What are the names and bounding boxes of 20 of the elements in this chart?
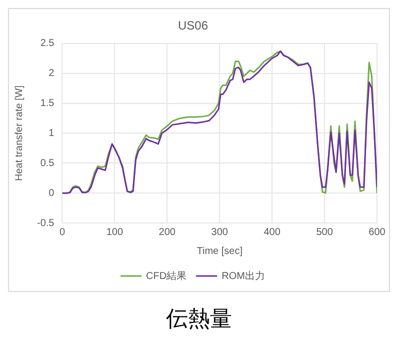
x-tick-label: 300: [211, 226, 228, 238]
x-tick-label: 100: [106, 226, 124, 238]
legend-label: CFD結果: [146, 270, 187, 282]
y-axis-title: Heat transfer rate [W]: [14, 85, 25, 181]
y-tick-label: 1.5: [40, 98, 55, 110]
y-tick-label: 2: [48, 68, 55, 80]
x-tick-label: 600: [368, 226, 386, 238]
y-tick-label: 0.5: [40, 158, 55, 169]
y-tick-label: 2.5: [40, 38, 55, 50]
chart-title: US06: [178, 18, 208, 33]
x-tick-label: 0: [59, 226, 66, 238]
y-tick-label: -0.5: [36, 218, 55, 229]
y-tick-label: 0: [48, 188, 55, 199]
x-tick-label: 500: [316, 226, 334, 238]
text: 伝熱量: [165, 306, 233, 334]
x-axis-title: Time [sec]: [196, 246, 243, 257]
y-tick-label: 1: [48, 128, 55, 139]
x-tick-label: 200: [158, 226, 176, 238]
x-tick-label: 400: [264, 226, 281, 238]
legend-label: ROM出力: [222, 270, 265, 282]
